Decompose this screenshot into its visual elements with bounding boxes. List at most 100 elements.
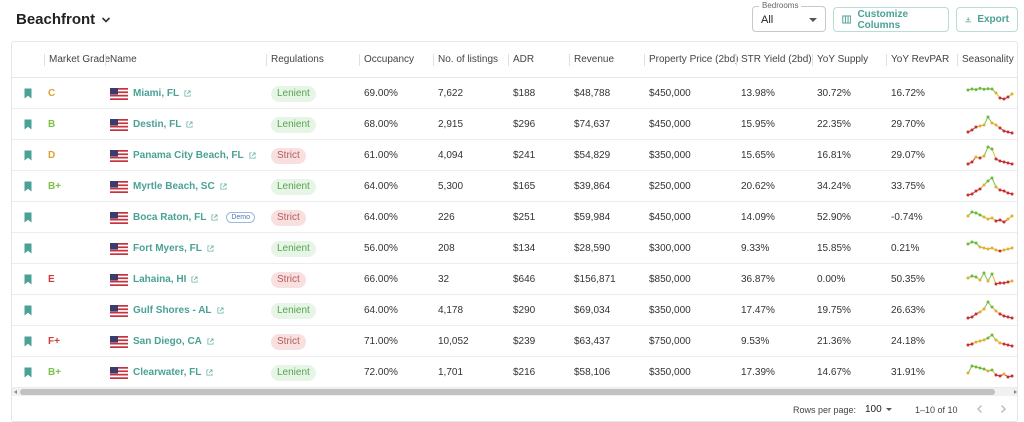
seasonality-sparkline xyxy=(966,300,1014,320)
sparkline-point xyxy=(1006,191,1010,195)
seasonality-sparkline xyxy=(966,115,1014,135)
bedrooms-select[interactable]: Bedrooms All xyxy=(752,1,826,32)
scroll-right-arrow-icon[interactable] xyxy=(1014,390,1017,394)
us-flag-icon xyxy=(110,180,128,193)
next-page-icon[interactable] xyxy=(996,402,1010,416)
market-name-link[interactable]: Panama City Beach, FL xyxy=(133,150,244,161)
header-adr[interactable]: ADR xyxy=(508,42,534,78)
bookmark-icon[interactable] xyxy=(24,181,32,192)
columns-icon xyxy=(842,15,852,24)
listings-value: 7,622 xyxy=(438,88,464,99)
external-link-icon[interactable] xyxy=(191,276,198,283)
bookmark-icon[interactable] xyxy=(24,150,32,161)
sparkline-point xyxy=(974,340,978,344)
export-button[interactable]: Export xyxy=(956,7,1018,32)
markets-table: Market Grade Name Regulations Occupancy … xyxy=(11,41,1018,422)
header-yoy-revpar[interactable]: YoY RevPAR xyxy=(886,42,949,78)
table-row[interactable]: Boca Raton, FL Demo Strict 64.00% 226 $251 $59… xyxy=(12,202,1017,233)
sparkline-point xyxy=(1010,246,1014,250)
sparkline-point xyxy=(990,216,994,220)
bookmark-icon[interactable] xyxy=(24,274,32,285)
yield-value: 15.95% xyxy=(741,119,775,130)
external-link-icon[interactable] xyxy=(220,183,227,190)
sparkline-point xyxy=(998,126,1002,130)
external-link-icon[interactable] xyxy=(217,307,224,314)
market-name-cell: Destin, FL xyxy=(110,109,193,140)
bookmark-icon[interactable] xyxy=(24,367,32,378)
adr-value: $216 xyxy=(513,367,536,378)
revpar-value: -0.74% xyxy=(891,212,923,223)
market-name-link[interactable]: Boca Raton, FL xyxy=(133,212,207,223)
table-row[interactable]: B Destin, FL Lenient 68.00% 2,915 $296 $74,637… xyxy=(12,109,1017,140)
table-row[interactable]: F+ San Diego, CA Strict 71.00% 10,052 $239 $63… xyxy=(12,326,1017,357)
external-link-icon[interactable] xyxy=(211,214,218,221)
sparkline-point xyxy=(986,279,990,283)
customize-columns-button[interactable]: Customize Columns xyxy=(833,7,949,32)
price-value: $450,000 xyxy=(649,88,691,99)
price-value: $750,000 xyxy=(649,336,691,347)
previous-page-icon[interactable] xyxy=(973,402,987,416)
bookmark-icon[interactable] xyxy=(24,305,32,316)
sparkline-point xyxy=(982,367,986,371)
external-link-icon[interactable] xyxy=(207,338,214,345)
header-market-grade[interactable]: Market Grade xyxy=(44,42,110,78)
market-name-link[interactable]: Destin, FL xyxy=(133,119,182,130)
bookmark-icon[interactable] xyxy=(24,336,32,347)
adr-value: $165 xyxy=(513,181,536,192)
horizontal-scrollbar[interactable] xyxy=(12,388,1017,396)
market-selector[interactable]: Beachfront xyxy=(16,11,111,28)
us-flag-icon xyxy=(110,211,128,224)
market-name-link[interactable]: Lahaina, HI xyxy=(133,274,187,285)
scroll-thumb[interactable] xyxy=(20,389,995,395)
market-name-link[interactable]: San Diego, CA xyxy=(133,336,202,347)
table-row[interactable]: D Panama City Beach, FL Strict 61.00% 4,094 $… xyxy=(12,140,1017,171)
bookmark-icon[interactable] xyxy=(24,243,32,254)
regulation-badge: Strict xyxy=(271,148,306,164)
vertical-scrollbar[interactable] xyxy=(1012,78,1017,388)
supply-value: 52.90% xyxy=(817,212,851,223)
header-seasonality[interactable]: Seasonality xyxy=(957,42,1014,78)
scroll-left-arrow-icon[interactable] xyxy=(14,390,17,394)
external-link-icon[interactable] xyxy=(207,245,214,252)
market-name-link[interactable]: Clearwater, FL xyxy=(133,367,202,378)
header-listings[interactable]: No. of listings xyxy=(433,42,498,78)
bookmark-icon[interactable] xyxy=(24,119,32,130)
external-link-icon[interactable] xyxy=(206,369,213,376)
table-row[interactable]: E Lahaina, HI Strict 66.00% 32 $646 $156,871 $8… xyxy=(12,264,1017,295)
sparkline-point xyxy=(974,125,978,129)
table-row[interactable]: Fort Myers, FL Lenient 56.00% 208 $134 $28,59… xyxy=(12,233,1017,264)
market-name-link[interactable]: Myrtle Beach, SC xyxy=(133,181,215,192)
external-link-icon[interactable] xyxy=(186,121,193,128)
market-name-cell: Boca Raton, FL Demo xyxy=(110,202,256,233)
table-row[interactable]: Gulf Shores - AL Lenient 64.00% 4,178 $290 $6… xyxy=(12,295,1017,326)
header-property-price[interactable]: Property Price (2bd) xyxy=(644,42,738,78)
sparkline-point xyxy=(1010,374,1014,378)
supply-value: 15.85% xyxy=(817,243,851,254)
occupancy-value: 56.00% xyxy=(364,243,398,254)
market-name-cell: Myrtle Beach, SC xyxy=(110,171,227,202)
table-row[interactable]: B+ Myrtle Beach, SC Lenient 64.00% 5,300 $165… xyxy=(12,171,1017,202)
header-regulations[interactable]: Regulations xyxy=(266,42,324,78)
us-flag-icon xyxy=(110,87,128,100)
sparkline-point xyxy=(970,192,974,196)
header-yoy-supply[interactable]: YoY Supply xyxy=(812,42,868,78)
rows-per-page-select[interactable]: 100 xyxy=(865,404,892,415)
header-str-yield[interactable]: STR Yield (2bd) xyxy=(736,42,812,78)
market-name-link[interactable]: Gulf Shores - AL xyxy=(133,305,212,316)
table-row[interactable]: C Miami, FL Lenient 69.00% 7,622 $188 $48,788 $… xyxy=(12,78,1017,109)
market-name-cell: Miami, FL xyxy=(110,78,191,109)
sparkline-point xyxy=(990,368,994,372)
market-name-link[interactable]: Miami, FL xyxy=(133,88,180,99)
header-name[interactable]: Name xyxy=(105,42,137,78)
bookmark-icon[interactable] xyxy=(24,212,32,223)
external-link-icon[interactable] xyxy=(184,90,191,97)
external-link-icon[interactable] xyxy=(249,152,256,159)
header-occupancy[interactable]: Occupancy xyxy=(359,42,414,78)
bookmark-icon[interactable] xyxy=(24,88,32,99)
sparkline-point xyxy=(970,240,974,244)
revenue-value: $69,034 xyxy=(574,305,611,316)
sparkline-point xyxy=(978,366,982,370)
table-row[interactable]: B+ Clearwater, FL Lenient 72.00% 1,701 $216 $5… xyxy=(12,357,1017,388)
market-name-link[interactable]: Fort Myers, FL xyxy=(133,243,202,254)
header-revenue[interactable]: Revenue xyxy=(569,42,614,78)
